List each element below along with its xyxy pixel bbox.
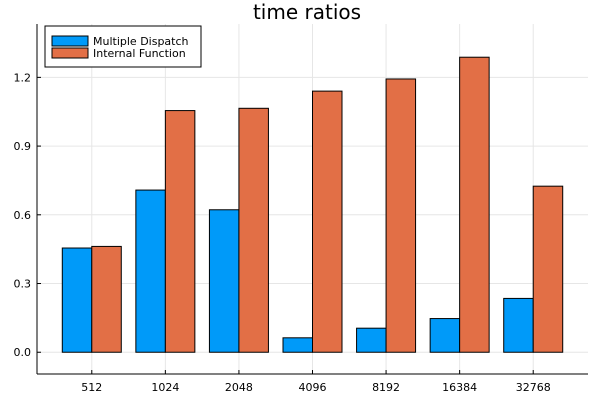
x-tick-label: 16384 — [442, 381, 477, 394]
bar-multiple-dispatch-512 — [61, 247, 93, 353]
y-tick-labels: 0.0 0.3 0.6 0.9 1.2 — [14, 71, 32, 359]
x-tick-label: 8192 — [372, 381, 400, 394]
y-tick-label: 0.6 — [14, 209, 32, 222]
y-tick-label: 0.3 — [14, 278, 32, 291]
bar-multiple-dispatch-2048 — [208, 209, 240, 353]
bar-internal-function-16384 — [459, 56, 490, 353]
x-tick-label: 512 — [81, 381, 102, 394]
bar-multiple-dispatch-32768 — [503, 297, 534, 353]
x-tick-label: 2048 — [225, 381, 253, 394]
x-tick-label: 32768 — [516, 381, 551, 394]
bar-internal-function-8192 — [385, 78, 417, 353]
y-tick-label: 1.2 — [14, 71, 32, 84]
legend-swatch-internal-function — [51, 47, 89, 59]
bar-internal-function-512 — [91, 245, 122, 353]
y-tick-label: 0.0 — [14, 346, 32, 359]
bar-multiple-dispatch-1024 — [135, 189, 166, 353]
chart-title: time ratios — [253, 0, 361, 24]
bar-internal-function-2048 — [238, 107, 269, 353]
bar-internal-function-1024 — [164, 110, 196, 353]
bar-internal-function-4096 — [312, 90, 343, 353]
legend-label-multiple-dispatch: Multiple Dispatch — [93, 35, 189, 48]
legend-swatch-multiple-dispatch — [51, 35, 89, 47]
bars — [61, 56, 564, 353]
x-tick-label: 1024 — [151, 381, 179, 394]
y-tick-label: 0.9 — [14, 140, 32, 153]
bar-multiple-dispatch-4096 — [282, 337, 313, 353]
x-tick-label: 4096 — [299, 381, 327, 394]
bar-internal-function-32768 — [532, 185, 564, 353]
legend-label-internal-function: Internal Function — [93, 47, 186, 60]
x-tick-labels: 512 1024 2048 4096 8192 16384 32768 — [81, 381, 550, 394]
legend: Multiple Dispatch Internal Function — [44, 25, 202, 68]
bar-multiple-dispatch-8192 — [356, 327, 387, 353]
bar-multiple-dispatch-16384 — [429, 318, 461, 353]
axes — [36, 24, 588, 375]
